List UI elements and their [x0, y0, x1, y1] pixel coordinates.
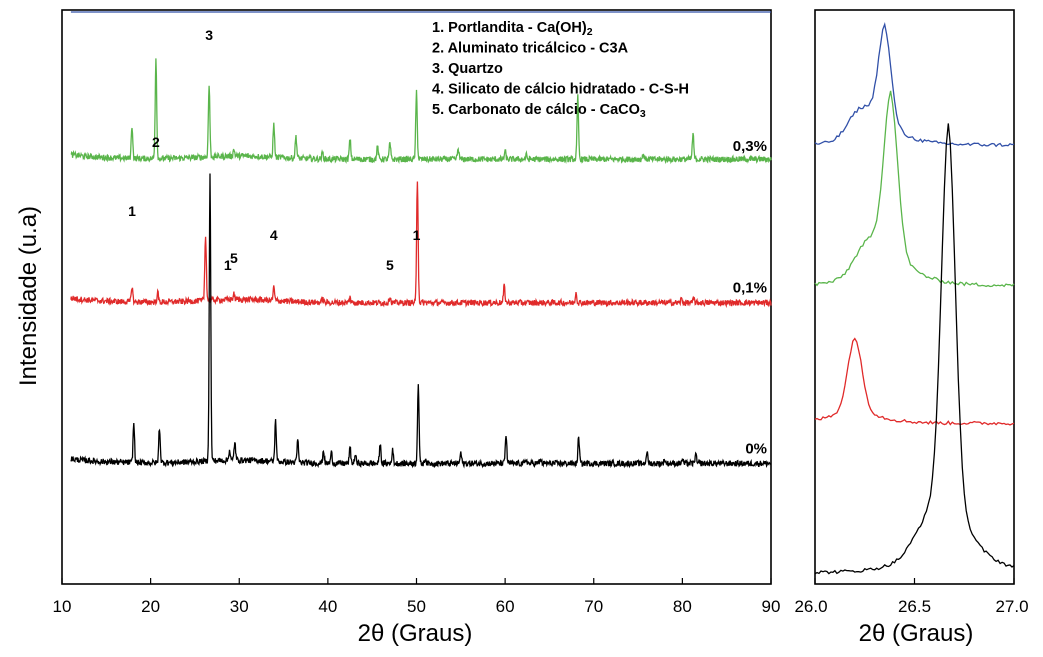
peak-label: 5: [230, 250, 238, 266]
legend-entry: 3. Quartzo: [432, 61, 503, 77]
main-x-tick-label: 30: [230, 597, 249, 616]
peak-label: 1: [128, 203, 136, 219]
legend-entry: 2. Aluminato tricálcico - C3A: [432, 41, 629, 57]
series-label: 0,1%: [733, 280, 767, 297]
zoom-series-line-0pct: [815, 123, 1014, 573]
zoom-x-axis-title: 2θ (Graus): [859, 620, 974, 647]
zoom-panel: 26.0 26.5 27.0 2θ (Graus): [794, 10, 1028, 647]
zoom-series-line-04pct: [815, 24, 1014, 146]
zoom-series-line-01pct: [815, 339, 1014, 425]
legend-entry-text: 5. Carbonato de cálcio - CaCO: [432, 102, 640, 118]
legend-entry-text: 1. Portlandita - Ca(OH): [432, 20, 587, 36]
series-label: 0%: [745, 440, 767, 457]
zoom-plot-frame: [815, 10, 1014, 584]
legend-entry-subscript: 3: [640, 108, 646, 120]
zoom-x-tick-label: 26.0: [794, 597, 827, 616]
main-x-tick-label: 40: [318, 597, 337, 616]
main-x-tick-label: 60: [496, 597, 515, 616]
zoom-series-line-03pct: [815, 91, 1014, 287]
main-x-tick-label: 70: [584, 597, 603, 616]
peak-label: 3: [205, 27, 213, 43]
series-line-03pct: [71, 58, 771, 162]
series-line-01pct: [71, 182, 771, 306]
legend: 1. Portlandita - Ca(OH)2 2. Aluminato tri…: [432, 20, 689, 120]
peak-label: 4: [270, 227, 278, 243]
legend-entry: 4. Silicato de cálcio hidratado - C-S-H: [432, 82, 689, 98]
main-x-axis-title: 2θ (Graus): [358, 620, 473, 647]
legend-entry-subscript: 2: [587, 26, 593, 38]
legend-entry: 5. Carbonato de cálcio - CaCO3: [432, 102, 646, 120]
zoom-x-tick-label: 26.5: [898, 597, 931, 616]
legend-entry-text: 3. Quartzo: [432, 61, 503, 77]
peak-label: 1: [413, 227, 421, 243]
series-label: 0,3%: [733, 138, 767, 155]
peak-label: 5: [386, 257, 394, 273]
main-x-tick-label: 80: [673, 597, 692, 616]
main-x-tick-label: 10: [53, 597, 72, 616]
main-x-tick-label: 50: [407, 597, 426, 616]
peak-label: 2: [152, 134, 160, 150]
series-line-0pct: [71, 174, 771, 467]
legend-entry: 1. Portlandita - Ca(OH)2: [432, 20, 593, 38]
y-axis-title: Intensidade (u.a): [15, 206, 42, 386]
legend-entry-text: 2. Aluminato tricálcico - C3A: [432, 41, 629, 57]
zoom-x-tick-label: 27.0: [995, 597, 1028, 616]
main-x-tick-label: 20: [141, 597, 160, 616]
main-x-tick-label: 90: [762, 597, 781, 616]
legend-entry-text: 4. Silicato de cálcio hidratado - C-S-H: [432, 82, 689, 98]
